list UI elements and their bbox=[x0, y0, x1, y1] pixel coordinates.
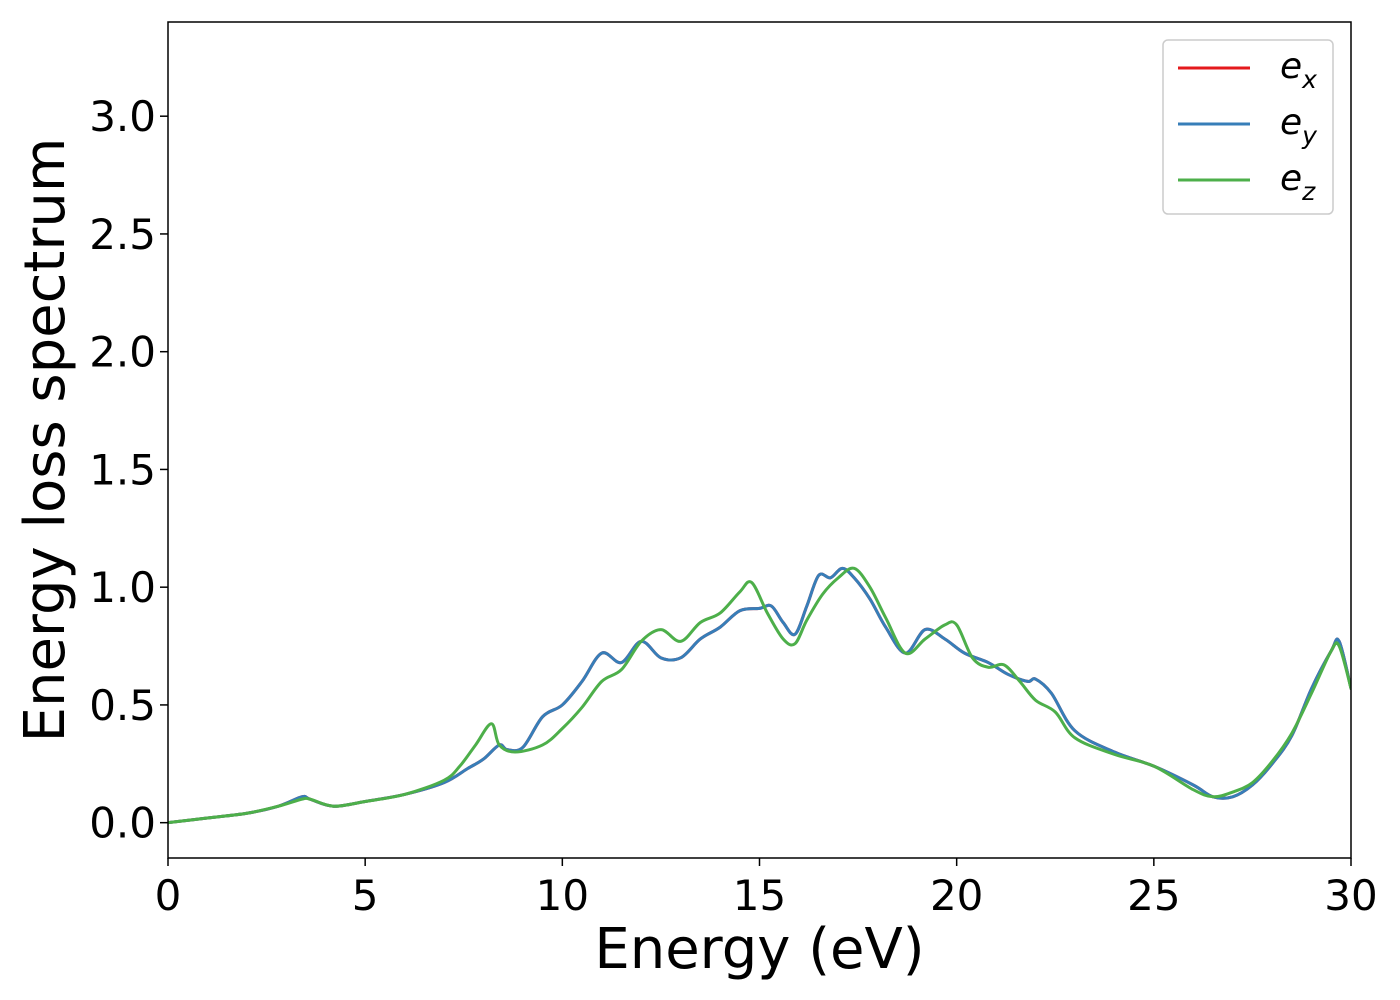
legend: ex ey ez bbox=[1162, 39, 1334, 215]
x-tick-label: 10 bbox=[536, 871, 589, 920]
series-line-z bbox=[168, 566, 1351, 825]
legend-label-x: ex bbox=[1280, 46, 1317, 94]
y-tick-label: 1.0 bbox=[89, 563, 156, 612]
y-tick-label: 3.0 bbox=[89, 92, 156, 141]
x-tick-label: 20 bbox=[930, 871, 983, 920]
series-layer bbox=[168, 566, 1351, 825]
x-tick-label: 15 bbox=[733, 871, 786, 920]
y-tick-label: 0.0 bbox=[89, 799, 156, 848]
y-tick-label: 1.5 bbox=[89, 445, 156, 494]
x-tick-label: 0 bbox=[155, 871, 182, 920]
x-axis-label: Energy (eV) bbox=[594, 917, 924, 982]
y-tick-label: 0.5 bbox=[89, 681, 156, 730]
x-tick-label: 25 bbox=[1127, 871, 1180, 920]
x-axis-ticks: 0 5 10 15 20 25 30 bbox=[155, 858, 1378, 920]
y-axis-ticks: 0.0 0.5 1.0 1.5 2.0 2.5 3.0 bbox=[89, 92, 168, 848]
x-tick-label: 30 bbox=[1324, 871, 1377, 920]
y-axis-label: Energy loss spectrum bbox=[13, 138, 78, 743]
y-tick-label: 2.5 bbox=[89, 210, 156, 259]
y-tick-label: 2.0 bbox=[89, 328, 156, 377]
series-line-y bbox=[168, 566, 1351, 825]
x-tick-label: 5 bbox=[352, 871, 379, 920]
legend-label-y: ey bbox=[1280, 102, 1318, 150]
legend-box bbox=[1162, 39, 1334, 215]
legend-label-z: ez bbox=[1280, 158, 1316, 206]
series-line-x bbox=[168, 566, 1351, 825]
